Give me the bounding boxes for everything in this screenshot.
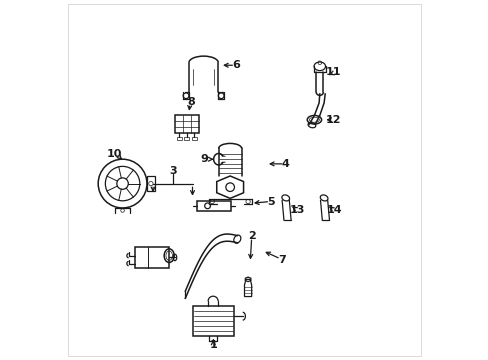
Text: 9: 9: [200, 154, 208, 164]
Text: 11: 11: [325, 67, 341, 77]
Text: 14: 14: [325, 206, 341, 216]
Bar: [192, 306, 233, 336]
Text: 13: 13: [289, 206, 305, 216]
Bar: [184, 137, 189, 140]
Bar: [174, 115, 199, 134]
Bar: [147, 176, 155, 192]
Text: 4: 4: [281, 159, 289, 169]
Text: 2: 2: [248, 231, 256, 240]
Bar: [197, 201, 230, 211]
Text: 7: 7: [278, 255, 285, 265]
Text: 10: 10: [107, 149, 122, 159]
Bar: [177, 137, 182, 140]
Text: 3: 3: [169, 166, 176, 176]
Text: 12: 12: [325, 115, 341, 125]
Text: 5: 5: [267, 197, 275, 207]
Bar: [135, 247, 169, 268]
Text: 8: 8: [187, 97, 195, 107]
Text: 1: 1: [209, 340, 217, 350]
Bar: [191, 137, 196, 140]
Text: 6: 6: [232, 60, 240, 70]
